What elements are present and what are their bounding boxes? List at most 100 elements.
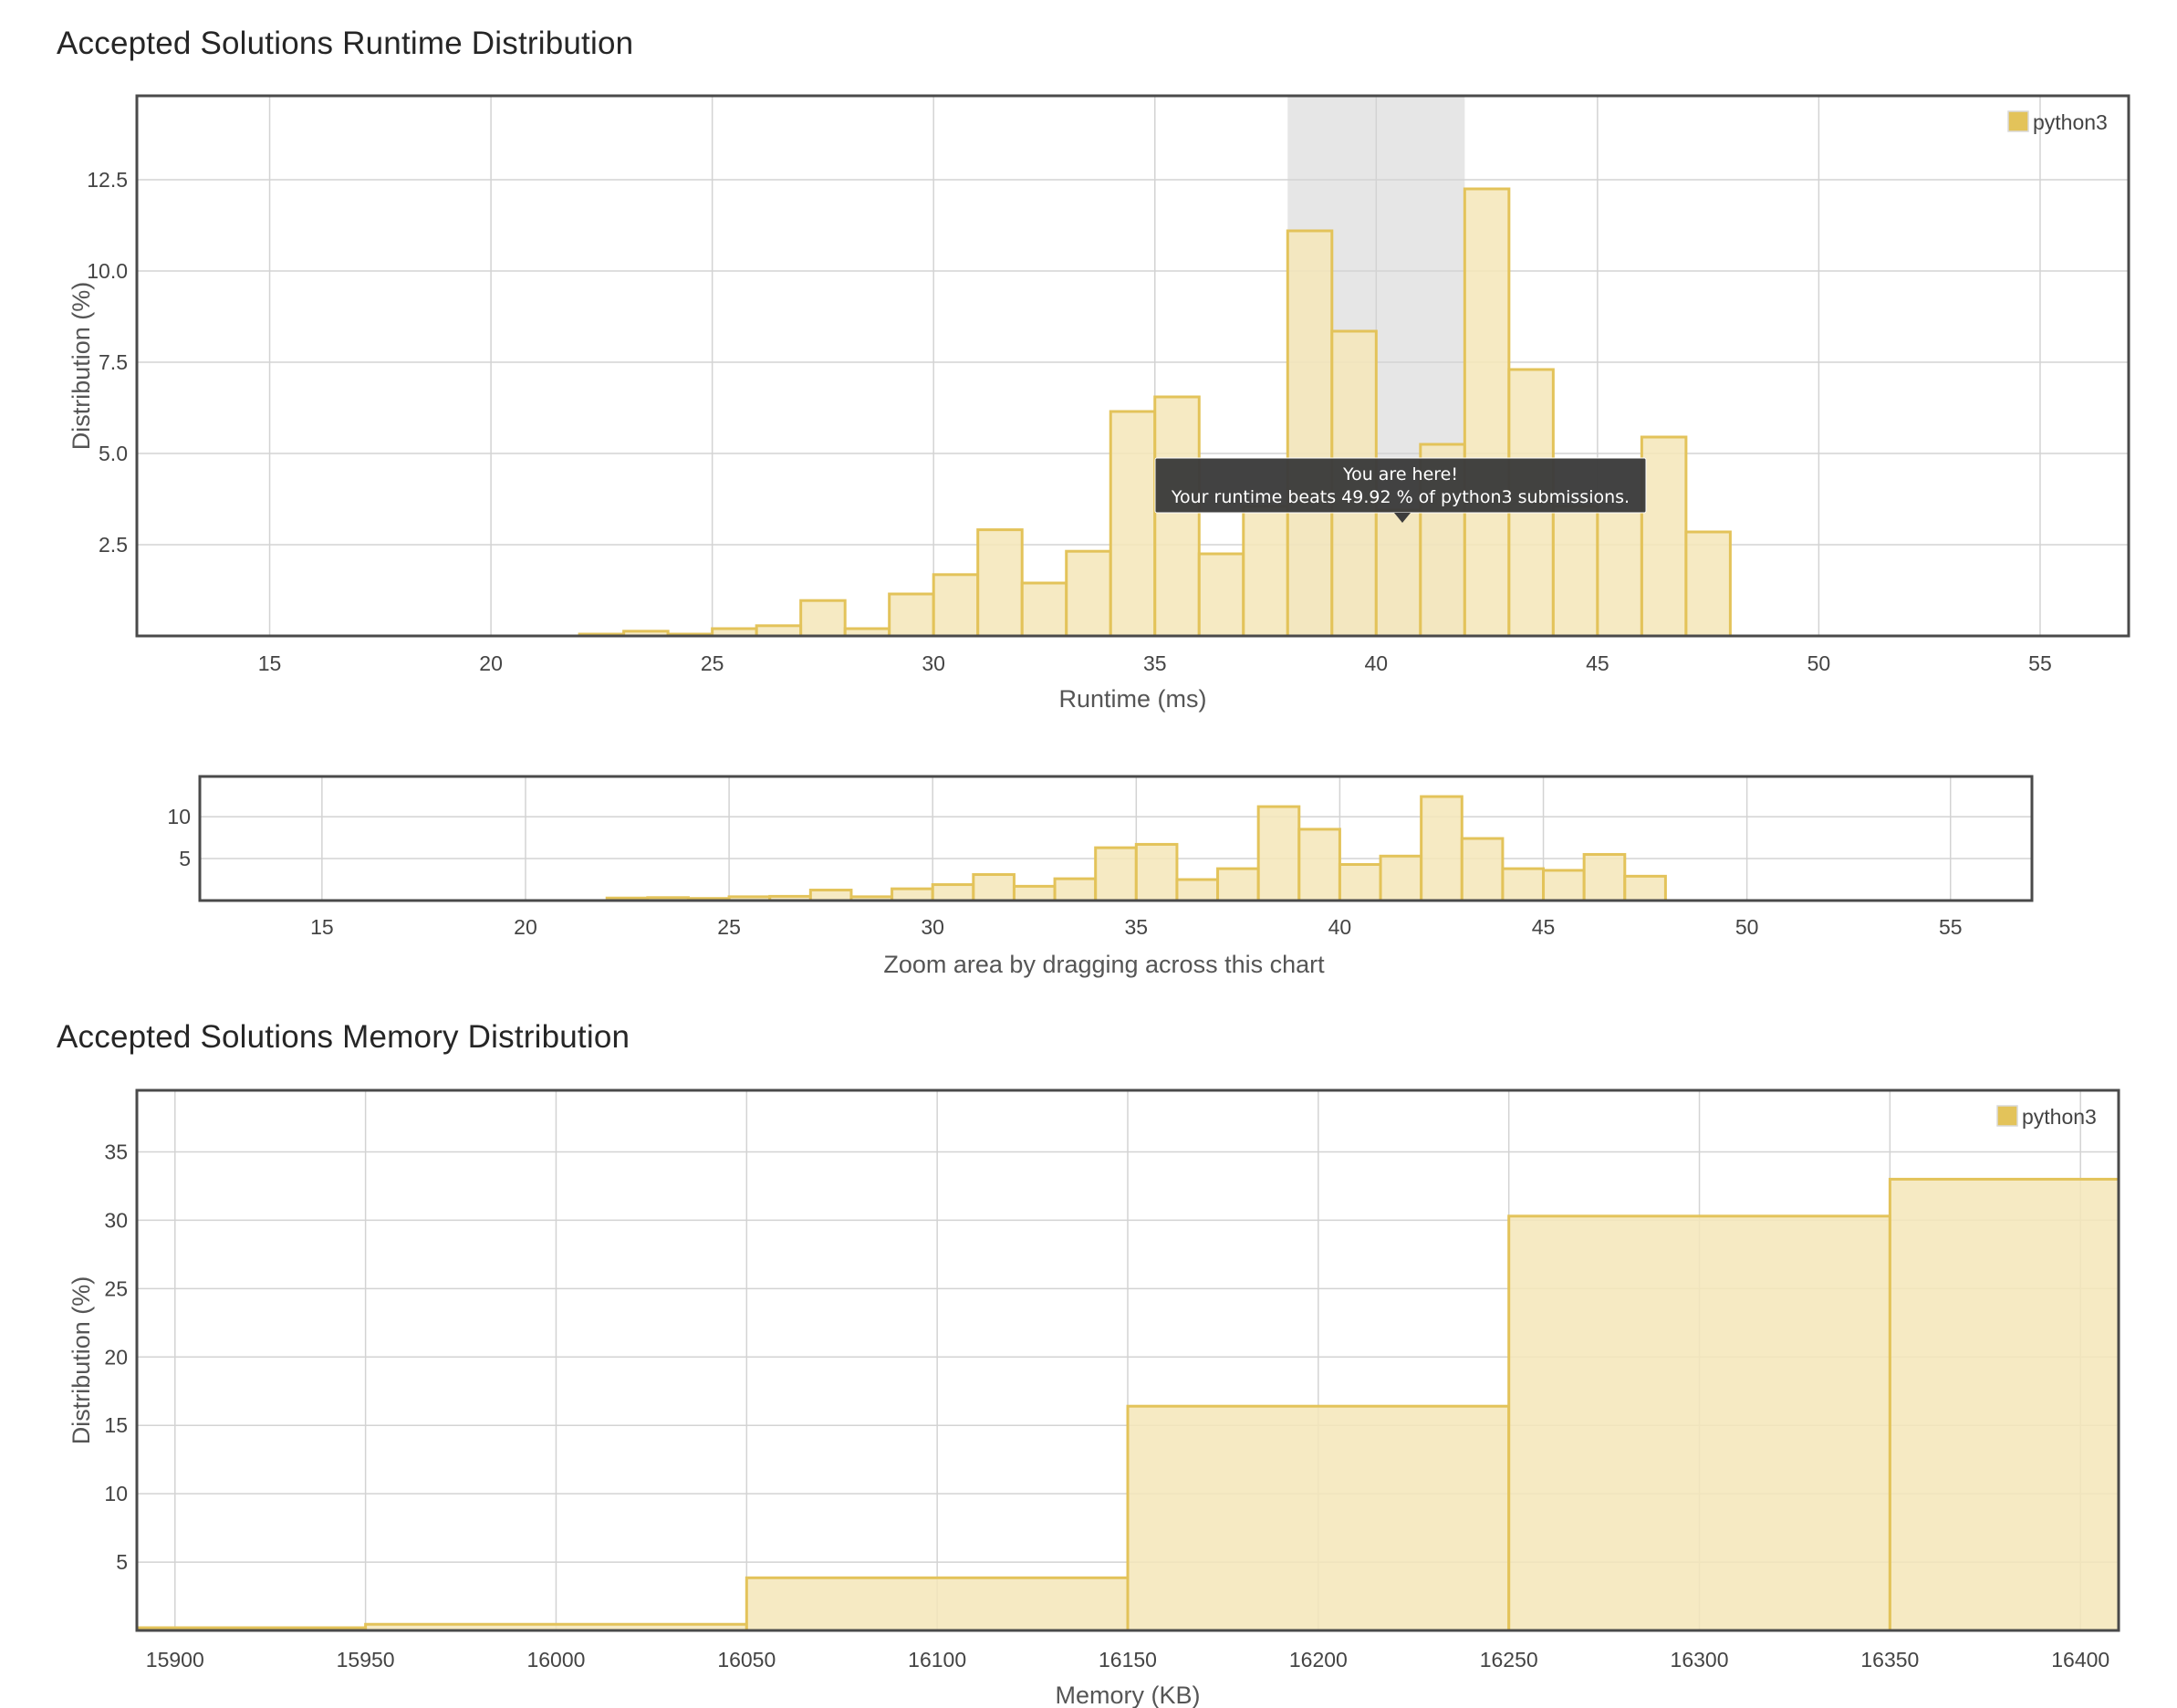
x-tick-label: 15 (258, 651, 282, 675)
navigator-x-ticks: 15 20 25 30 35 40 45 50 55 (310, 915, 1962, 939)
navigator-bars (605, 795, 1667, 902)
y-tick-label: 5 (116, 1550, 128, 1574)
runtime-legend[interactable]: python3 (2007, 110, 2108, 134)
histogram-bar[interactable] (1134, 842, 1179, 902)
y-tick-label: 25 (104, 1276, 128, 1300)
histogram-bar[interactable] (891, 887, 934, 902)
histogram-bar[interactable] (1460, 837, 1505, 902)
histogram-bar[interactable] (1175, 878, 1220, 902)
y-tick-label: 35 (104, 1140, 128, 1163)
histogram-bar[interactable] (1126, 1404, 1511, 1632)
x-tick-label: 30 (921, 915, 944, 939)
histogram-bar[interactable] (1012, 884, 1057, 902)
histogram-bar[interactable] (1684, 530, 1732, 638)
memory-legend-label: python3 (2022, 1105, 2097, 1129)
x-tick-label: 45 (1532, 915, 1556, 939)
histogram-bar[interactable] (745, 1576, 1130, 1632)
histogram-bar[interactable] (1582, 852, 1627, 902)
histogram-bar[interactable] (1463, 187, 1511, 638)
histogram-bar[interactable] (888, 592, 935, 638)
x-tick-label: 40 (1328, 915, 1352, 939)
x-tick-label: 30 (922, 651, 945, 675)
runtime-y-ticks: 2.5 5.0 7.5 10.0 12.5 (87, 168, 128, 557)
histogram-bar[interactable] (1551, 505, 1599, 638)
y-tick-label: 20 (104, 1345, 128, 1369)
histogram-bar[interactable] (1623, 874, 1667, 902)
x-tick-label: 16250 (1480, 1648, 1538, 1672)
x-tick-label: 16050 (717, 1648, 776, 1672)
y-tick-label: 10.0 (87, 259, 128, 283)
histogram-bar[interactable] (976, 528, 1024, 638)
x-tick-label: 50 (1735, 915, 1759, 939)
histogram-bar[interactable] (972, 873, 1016, 902)
runtime-x-ticks: 15 20 25 30 35 40 45 50 55 (258, 651, 2052, 675)
memory-y-axis-title: Distribution (%) (68, 1276, 95, 1445)
histogram-bar[interactable] (1596, 510, 1643, 638)
y-tick-label: 5 (179, 847, 191, 870)
histogram-bar[interactable] (1053, 877, 1098, 902)
histogram-bar[interactable] (1197, 552, 1245, 638)
histogram-bar[interactable] (932, 573, 980, 638)
navigator-frame (198, 775, 2034, 902)
histogram-bar[interactable] (1242, 505, 1289, 638)
histogram-bar[interactable] (1065, 549, 1112, 638)
x-tick-label: 15 (310, 915, 334, 939)
histogram-bar[interactable] (1153, 395, 1201, 638)
tooltip-line-1: You are here! (1342, 464, 1458, 484)
histogram-bar[interactable] (1256, 805, 1301, 902)
x-tick-label: 20 (479, 651, 503, 675)
memory-chart[interactable]: 15900 15950 16000 16050 16100 16150 16200 16250… (68, 1088, 2120, 1708)
zoom-navigator-chart[interactable]: 15 20 25 30 35 40 45 50 55 5 10 Zoom area by drag… (167, 775, 2034, 978)
x-tick-label: 55 (2028, 651, 2052, 675)
memory-legend[interactable]: python3 (1996, 1105, 2097, 1129)
x-tick-label: 16100 (908, 1648, 966, 1672)
y-tick-label: 10 (104, 1482, 128, 1505)
y-tick-label: 2.5 (99, 533, 128, 557)
histogram-bar[interactable] (1501, 867, 1546, 902)
x-tick-label: 45 (1586, 651, 1609, 675)
x-tick-label: 25 (701, 651, 724, 675)
histogram-bar[interactable] (1420, 795, 1463, 902)
x-tick-label: 16200 (1289, 1648, 1348, 1672)
y-tick-label: 10 (167, 805, 191, 828)
histogram-bar[interactable] (808, 889, 853, 902)
histogram-bar[interactable] (1338, 862, 1382, 902)
histogram-bar[interactable] (1542, 869, 1586, 902)
histogram-bar[interactable] (1379, 854, 1423, 902)
x-tick-label: 16350 (1860, 1648, 1919, 1672)
runtime-y-axis-title: Distribution (%) (68, 282, 95, 451)
runtime-legend-label: python3 (2033, 110, 2108, 134)
navigator-grid (200, 776, 2032, 901)
histogram-bar[interactable] (799, 599, 847, 638)
histogram-bar[interactable] (1888, 1177, 2120, 1632)
x-tick-label: 35 (1143, 651, 1167, 675)
runtime-frame (135, 94, 2130, 638)
histogram-bar[interactable] (1020, 581, 1068, 638)
histogram-bar[interactable] (1286, 229, 1334, 638)
x-tick-label: 55 (1939, 915, 1963, 939)
runtime-chart[interactable]: 15 20 25 30 35 40 45 50 55 2.5 5.0 7.5 10.0 12.5 Run… (68, 94, 2130, 713)
histogram-bar[interactable] (1297, 828, 1341, 902)
histogram-bar[interactable] (1109, 410, 1157, 638)
histogram-bar[interactable] (1640, 435, 1688, 638)
histogram-bar[interactable] (1094, 846, 1138, 902)
runtime-tooltip: You are here! Your runtime beats 49.92 %… (1154, 457, 1647, 523)
tooltip-arrow (1394, 513, 1411, 523)
histogram-bar[interactable] (931, 883, 975, 902)
x-tick-label: 20 (514, 915, 537, 939)
histogram-bar[interactable] (1507, 1214, 1891, 1632)
histogram-bar[interactable] (1374, 508, 1422, 638)
histogram-bar[interactable] (1216, 867, 1260, 902)
memory-x-axis-title: Memory (KB) (1055, 1682, 1200, 1708)
y-tick-label: 7.5 (99, 350, 128, 374)
x-tick-label: 16150 (1099, 1648, 1157, 1672)
zoom-hint-text: Zoom area by dragging across this chart (883, 951, 1325, 978)
x-tick-label: 25 (717, 915, 741, 939)
x-tick-label: 16000 (526, 1648, 585, 1672)
tooltip-line-2: Your runtime beats 49.92 % of python3 su… (1171, 487, 1630, 507)
y-tick-label: 30 (104, 1208, 128, 1232)
runtime-section-title: Accepted Solutions Runtime Distribution (57, 26, 634, 61)
runtime-legend-swatch (2007, 110, 2029, 132)
memory-bars (135, 1177, 2120, 1632)
histogram-bar[interactable] (755, 624, 803, 638)
